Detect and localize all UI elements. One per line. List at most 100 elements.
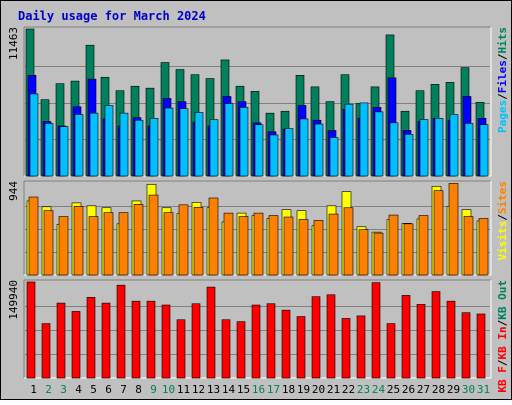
bar-pages-day-13 xyxy=(209,119,219,177)
legend-item-4: / xyxy=(496,319,509,326)
bar-pages-day-14 xyxy=(224,103,234,177)
legend-item-3: Files xyxy=(496,60,509,93)
day-label-4: 4 xyxy=(75,383,82,396)
bar-sites-day-11 xyxy=(178,204,189,276)
bar-sites-day-30 xyxy=(463,216,474,276)
bar-kbin-day-25 xyxy=(386,323,396,379)
bar-sites-day-18 xyxy=(283,216,294,276)
bar-sites-day-22 xyxy=(343,207,354,276)
bar-sites-day-16 xyxy=(253,212,264,276)
day-label-12: 12 xyxy=(192,383,205,396)
legend-item-3: Sites xyxy=(496,181,509,214)
bar-pages-day-21 xyxy=(329,137,339,177)
bar-kbin-day-22 xyxy=(341,318,351,379)
bar-pages-day-30 xyxy=(464,123,474,177)
day-label-26: 26 xyxy=(402,383,415,396)
day-label-7: 7 xyxy=(120,383,127,396)
bar-kbin-day-19 xyxy=(296,316,306,379)
bar-sites-day-26 xyxy=(403,223,414,276)
bar-kbin-day-18 xyxy=(281,309,291,379)
bar-pages-day-5 xyxy=(89,112,99,177)
bar-pages-day-18 xyxy=(284,128,294,177)
legend-item-3: KB In xyxy=(496,326,509,359)
day-label-18: 18 xyxy=(282,383,295,396)
bar-kbin-day-10 xyxy=(161,304,171,379)
bar-pages-day-28 xyxy=(434,117,444,177)
bar-sites-day-14 xyxy=(223,212,234,276)
bar-pages-day-6 xyxy=(104,105,114,177)
day-label-20: 20 xyxy=(312,383,325,396)
bar-pages-day-17 xyxy=(269,134,279,177)
bar-pages-day-15 xyxy=(239,107,249,177)
bar-sites-day-3 xyxy=(58,216,69,276)
day-label-15: 15 xyxy=(237,383,250,396)
bar-kbin-day-26 xyxy=(401,295,411,379)
day-label-2: 2 xyxy=(45,383,52,396)
bar-sites-day-19 xyxy=(298,219,309,276)
bar-kbin-day-15 xyxy=(236,321,246,379)
bar-pages-day-23 xyxy=(359,102,369,177)
bar-sites-day-21 xyxy=(328,213,339,276)
bar-kbin-day-11 xyxy=(176,319,186,379)
bar-kbin-day-28 xyxy=(431,291,441,379)
bar-pages-day-31 xyxy=(479,124,489,177)
bar-pages-day-12 xyxy=(194,112,204,177)
legend-item-1: Pages xyxy=(496,100,509,133)
day-label-8: 8 xyxy=(135,383,142,396)
day-label-5: 5 xyxy=(90,383,97,396)
day-label-13: 13 xyxy=(207,383,220,396)
bar-sites-day-24 xyxy=(373,232,384,276)
bar-kbin-day-8 xyxy=(131,300,141,379)
bar-pages-day-16 xyxy=(254,124,264,177)
bar-kbin-day-23 xyxy=(356,315,366,379)
legend-item-2: / xyxy=(496,214,509,221)
legend-item-5: KB Out xyxy=(496,280,509,320)
panel-3-max-label: 149940 xyxy=(7,280,20,320)
panel-1-legend: Pages/Files/Hits xyxy=(496,27,509,133)
panel-2: 944 Visits/Sites xyxy=(7,180,509,276)
day-label-1: 1 xyxy=(30,383,37,396)
bar-kbin-day-12 xyxy=(191,303,201,379)
bar-kbin-day-29 xyxy=(446,300,456,379)
bar-kbin-day-16 xyxy=(251,304,261,379)
bar-pages-day-7 xyxy=(119,112,129,177)
panel-3-legend: KB F/KB In/KB Out xyxy=(496,280,509,393)
day-label-23: 23 xyxy=(357,383,370,396)
day-label-10: 10 xyxy=(162,383,175,396)
bar-pages-day-1 xyxy=(29,93,39,177)
bar-sites-day-10 xyxy=(163,212,174,276)
day-label-28: 28 xyxy=(432,383,445,396)
day-label-27: 27 xyxy=(417,383,430,396)
bar-kbin-day-30 xyxy=(461,312,471,379)
legend-item-1: KB F xyxy=(496,366,509,393)
bar-sites-day-9 xyxy=(148,194,159,276)
bar-kbin-day-1 xyxy=(26,281,36,379)
bar-pages-day-9 xyxy=(149,117,159,177)
panel-2-max-label: 944 xyxy=(7,181,20,201)
bar-kbin-day-13 xyxy=(206,286,216,379)
bar-pages-day-10 xyxy=(164,107,174,177)
bar-pages-day-24 xyxy=(374,111,384,177)
bar-pages-day-3 xyxy=(59,126,69,177)
bar-kbin-day-21 xyxy=(326,294,336,379)
legend-item-5: Hits xyxy=(496,27,509,54)
bar-sites-day-17 xyxy=(268,215,279,276)
bar-pages-day-27 xyxy=(419,119,429,177)
bar-pages-day-25 xyxy=(389,122,399,177)
bar-sites-day-7 xyxy=(118,212,129,276)
bar-pages-day-19 xyxy=(299,118,309,177)
bar-sites-day-6 xyxy=(103,212,114,276)
bar-kbin-day-9 xyxy=(146,300,156,379)
day-label-29: 29 xyxy=(447,383,460,396)
bar-kbin-day-24 xyxy=(371,282,381,379)
day-label-30: 30 xyxy=(462,383,475,396)
day-label-14: 14 xyxy=(222,383,236,396)
bar-pages-day-4 xyxy=(74,114,84,177)
bar-pages-day-26 xyxy=(404,134,414,177)
bar-sites-day-28 xyxy=(433,190,444,276)
bar-kbin-day-6 xyxy=(101,302,111,379)
day-labels: 1 2 3 4 5 6 7 8 9 10 11 12 13 14 15 16 17 18 19 20 21 22 23 24 2… xyxy=(30,383,490,396)
